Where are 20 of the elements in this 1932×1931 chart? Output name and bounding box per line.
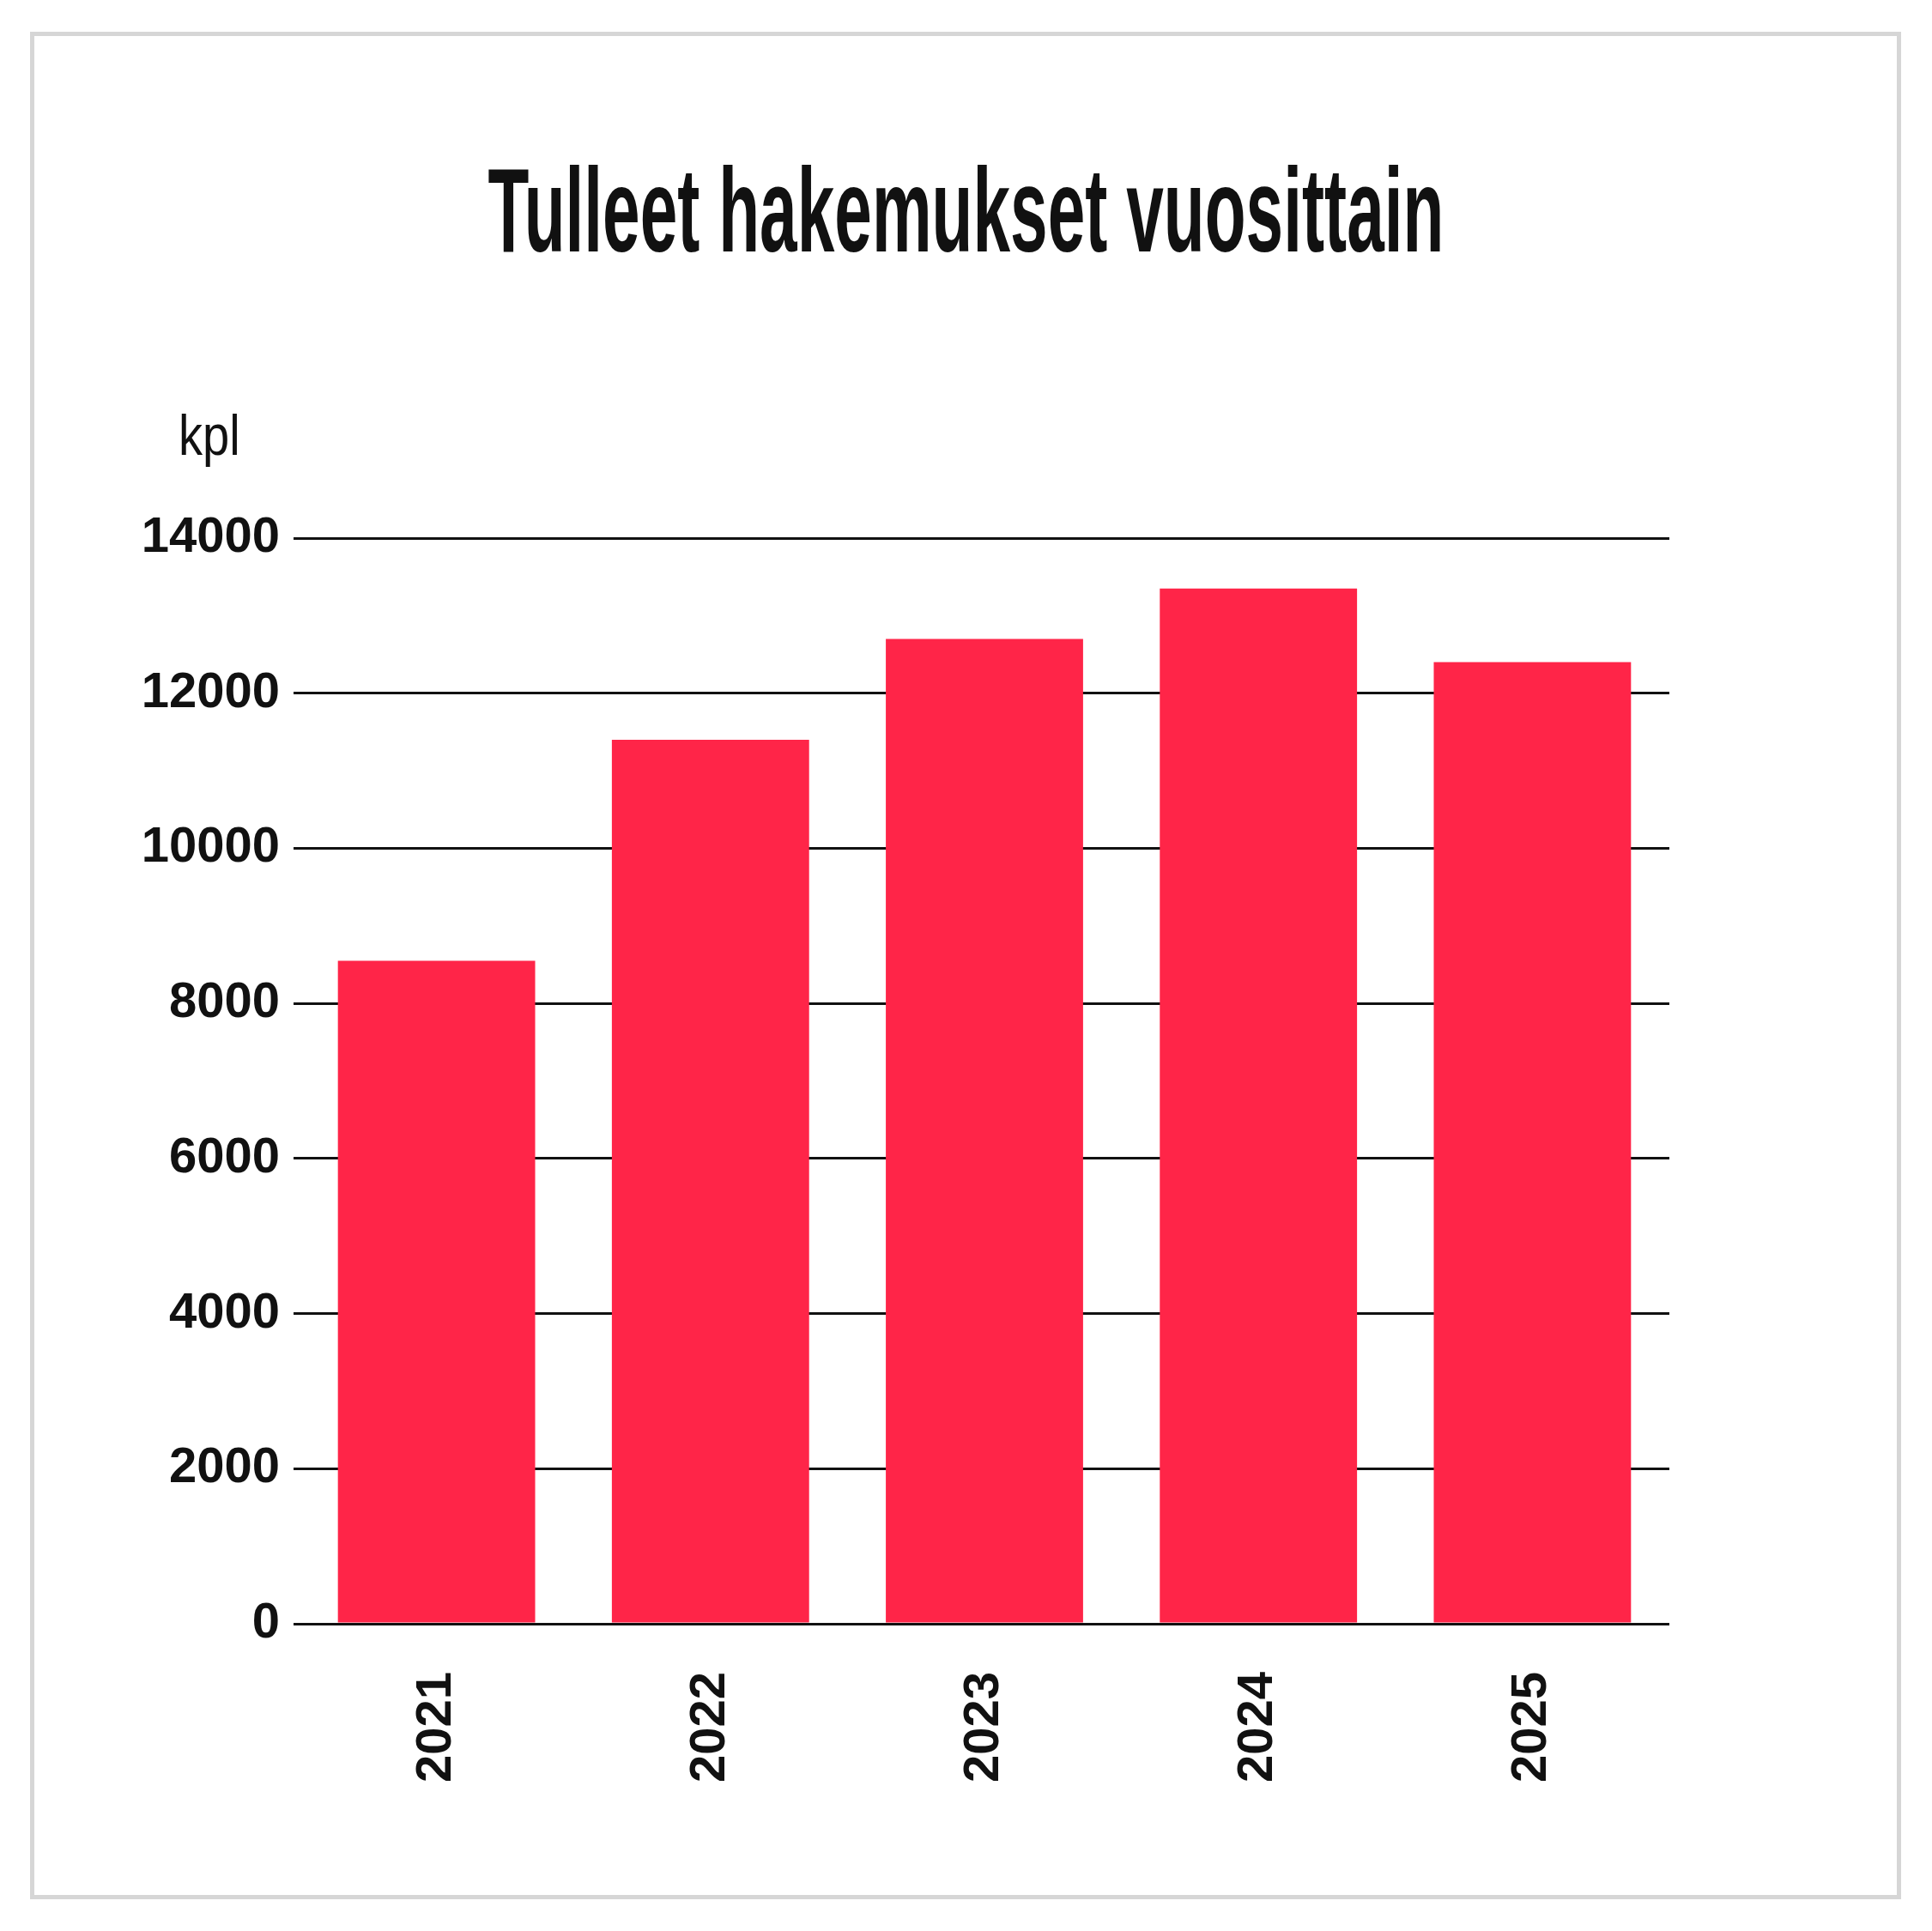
x-tick-label: 2022	[678, 1672, 735, 1783]
bar	[1160, 588, 1358, 1623]
x-tick-label: 2023	[953, 1672, 1008, 1783]
bar	[337, 960, 536, 1623]
x-tick-label: 2021	[404, 1672, 461, 1783]
y-tick-label: 12000	[141, 661, 280, 717]
bar	[1433, 662, 1632, 1623]
y-tick-label: 0	[251, 1592, 280, 1648]
y-tick-label: 10000	[141, 816, 280, 873]
x-tick-label: 2024	[1226, 1672, 1283, 1783]
y-tick-label: 2000	[168, 1437, 280, 1493]
bar	[886, 639, 1083, 1623]
y-tick-label: 6000	[168, 1126, 280, 1183]
y-tick-label: 4000	[168, 1281, 280, 1338]
y-tick-label: 14000	[141, 506, 280, 562]
y-tick-label: 8000	[168, 972, 280, 1028]
bar	[611, 739, 809, 1623]
y-axis-title: kpl	[179, 403, 240, 467]
chart-title: Tulleet hakemukset vuosittain	[488, 142, 1444, 277]
x-tick-label: 2025	[1500, 1672, 1557, 1783]
